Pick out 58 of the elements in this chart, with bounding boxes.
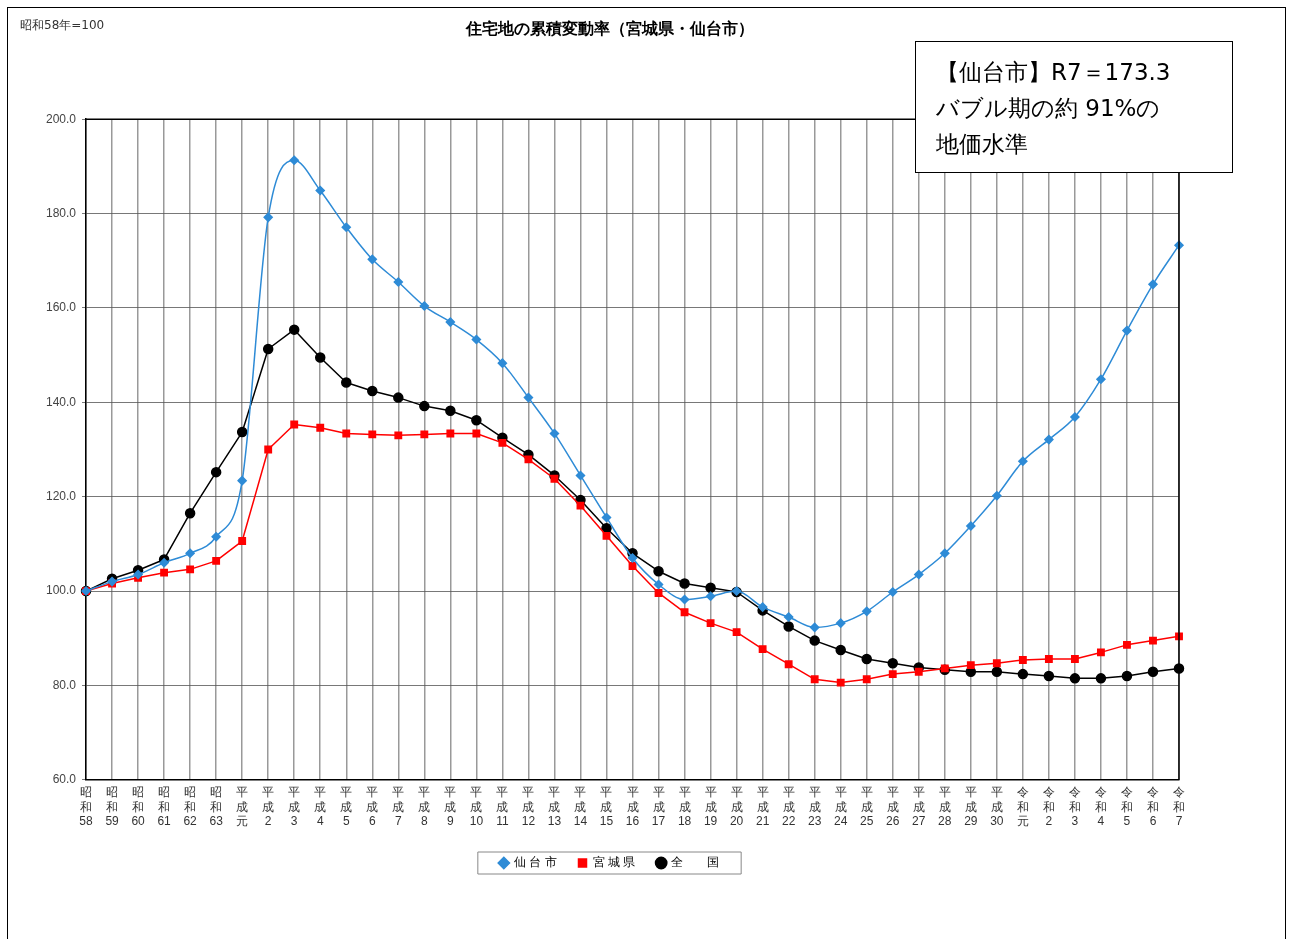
x-tick-label: 平成17: [651, 785, 666, 829]
x-tick-label: 昭和58: [79, 785, 94, 829]
x-tick-label: 平成12: [521, 785, 536, 829]
x-tick-label: 平成16: [625, 785, 640, 829]
x-tick-label: 昭和60: [131, 785, 146, 829]
note-box: 【仙台市】R7＝173.3 バブル期の約 91%の地価水準: [915, 41, 1233, 173]
x-tick-label: 平成20: [729, 785, 744, 829]
x-tick-label: 平成2: [262, 785, 275, 829]
x-tick-label: 平成4: [314, 785, 327, 829]
x-tick-label: 平成元: [236, 785, 249, 829]
y-tick-label: 60.0: [52, 772, 77, 787]
x-tick-label: 平成19: [703, 785, 718, 829]
x-tick-label: 平成29: [964, 785, 978, 829]
x-tick-label: 平成23: [808, 785, 822, 829]
x-tick-label: 平成14: [573, 785, 588, 829]
x-tick-label: 昭和62: [183, 785, 198, 829]
x-tick-label: 平成28: [938, 785, 952, 829]
x-tick-label: 令和4: [1094, 785, 1107, 829]
x-tick-label: 平成9: [444, 785, 457, 829]
x-tick-label: 平成6: [366, 785, 379, 829]
x-tick-label: 平成25: [860, 785, 874, 829]
x-tick-label: 平成22: [781, 785, 796, 829]
chart-title: 住宅地の累積変動率（宮城県・仙台市）: [464, 18, 754, 38]
x-tick-label: 平成15: [599, 785, 614, 829]
y-tick-label: 180.0: [46, 205, 77, 220]
x-tick-label: 令和6: [1146, 785, 1159, 829]
x-tick-label: 平成24: [834, 785, 848, 829]
x-tick-label: 平成21: [755, 785, 770, 829]
y-tick-label: 80.0: [52, 677, 77, 692]
y-tick-label: 140.0: [46, 394, 77, 409]
y-tick-label: 100.0: [46, 583, 77, 598]
legend-label: 仙 台 市: [513, 855, 557, 870]
annotation: バブル期の約 91%の地価水準: [936, 94, 1162, 159]
y-tick-label: 160.0: [46, 300, 77, 315]
text: 昭和58年=100: [20, 17, 105, 34]
legend-label: 全 国: [671, 855, 720, 870]
x-tick-label: 平成10: [469, 785, 484, 829]
x-tick-label: 昭和63: [209, 785, 224, 829]
x-tick-label: 平成8: [418, 785, 431, 829]
x-tick-label: 平成5: [340, 785, 353, 829]
x-tick-label: 昭和59: [105, 785, 120, 829]
x-tick-label: 令和元: [1016, 785, 1029, 829]
x-tick-label: 令和3: [1068, 785, 1081, 829]
x-tick-label: 平成11: [496, 785, 509, 829]
y-tick-label: 200.0: [46, 111, 77, 126]
legend-label: 宮 城 県: [592, 855, 636, 870]
x-tick-label: 平成27: [912, 785, 926, 829]
x-tick-label: 平成13: [547, 785, 562, 829]
x-tick-label: 令和5: [1120, 785, 1133, 829]
x-tick-label: 平成7: [392, 785, 405, 829]
x-tick-label: 令和2: [1042, 785, 1055, 829]
x-tick-label: 平成30: [990, 785, 1004, 829]
x-tick-label: 平成3: [288, 785, 301, 829]
x-tick-label: 平成26: [886, 785, 900, 829]
x-tick-label: 昭和61: [157, 785, 172, 829]
x-tick-label: 令和7: [1173, 785, 1185, 829]
x-tick-label: 平成18: [677, 785, 692, 829]
y-tick-label: 120.0: [46, 489, 77, 503]
